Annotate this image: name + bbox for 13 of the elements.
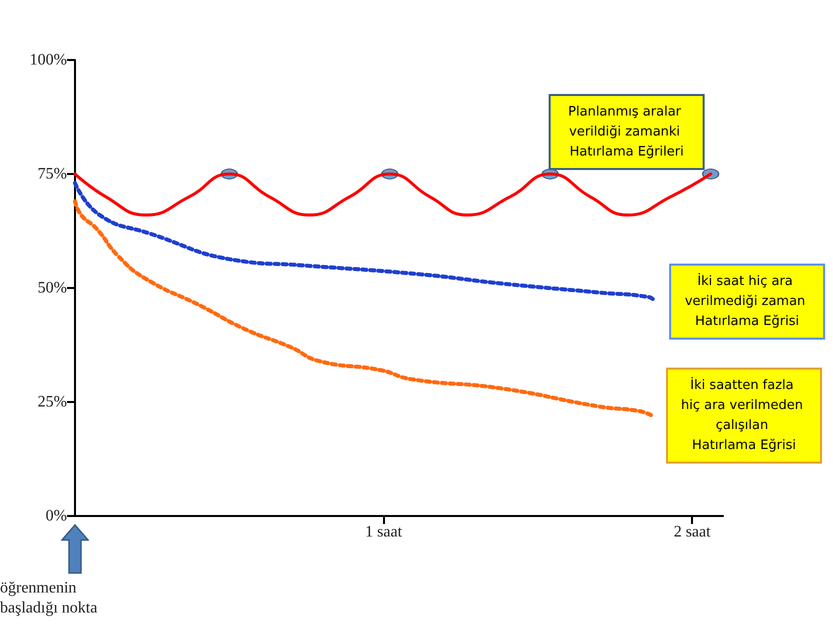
text: İki saat hiç ara verilmediği zaman Hatırlama Eğrisi (684, 273, 810, 330)
y-tick-label: 100% (30, 52, 67, 68)
x-tick-label: 1 saat (365, 524, 403, 540)
y-tick-label: 25% (38, 394, 67, 410)
y-tick-label: 75% (38, 166, 67, 182)
series-label: Planlanmış aralar verildiği zamanki Hatırlama Eğrileri (568, 104, 686, 160)
y-tick-label: 0% (46, 508, 67, 524)
text: İki saatten fazla hiç ara verilmeden çalışılan Hatırlama Eğrisi (680, 377, 808, 454)
line-series (73, 199, 654, 418)
y-tick-label: 50% (38, 280, 67, 296)
x-tick-label: 2 saat (674, 524, 712, 540)
line-series (73, 181, 658, 304)
text: öğrenmenin başladığı nokta (0, 580, 98, 616)
